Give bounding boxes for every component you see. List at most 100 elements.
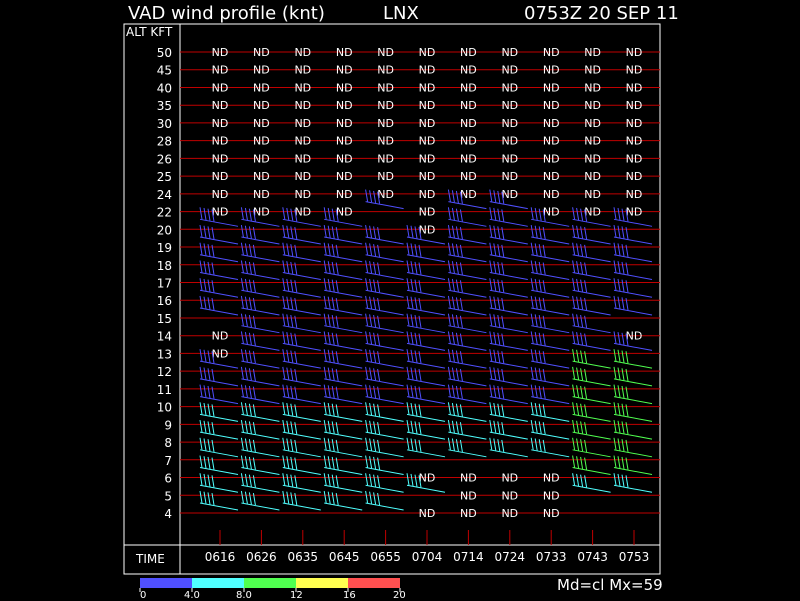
wind-barb-0616-20 xyxy=(199,207,239,227)
wind-barb-0626-18 xyxy=(240,242,280,263)
wind-barb-0645-17 xyxy=(323,260,363,280)
wind-barb-0655-8 xyxy=(365,419,404,440)
altitude-label-26: 26 xyxy=(157,152,172,166)
wind-barb-0645-18 xyxy=(323,242,363,263)
wind-barb-0704-10 xyxy=(406,384,446,405)
nd-0724-45: ND xyxy=(501,64,518,77)
nd-0635-35: ND xyxy=(294,99,311,112)
nd-0724-26: ND xyxy=(501,152,518,165)
nd-0733-25: ND xyxy=(543,170,560,183)
wind-barb-0743-6 xyxy=(572,455,611,476)
wind-barb-0704-16 xyxy=(406,278,446,298)
nd-0626-25: ND xyxy=(253,170,270,183)
nd-0753-22: ND xyxy=(626,206,643,219)
nd-0704-6: ND xyxy=(419,472,436,485)
nd-0714-25: ND xyxy=(460,170,477,183)
nd-0626-45: ND xyxy=(253,64,270,77)
nd-0704-45: ND xyxy=(419,64,436,77)
speed-color-scale xyxy=(139,578,401,592)
nd-0733-6: ND xyxy=(543,472,560,485)
wind-barb-0635-8 xyxy=(282,419,321,440)
wind-barb-0753-8 xyxy=(613,419,653,440)
wind-barb-0616-19 xyxy=(199,224,239,245)
nd-0635-28: ND xyxy=(294,135,311,148)
wind-barb-0753-18 xyxy=(613,242,653,263)
wind-barb-0704-11 xyxy=(406,366,446,387)
wind-barb-0626-17 xyxy=(240,260,280,280)
nd-0733-30: ND xyxy=(543,117,560,130)
nd-0704-25: ND xyxy=(419,170,436,183)
time-label-0626: 0626 xyxy=(246,550,277,564)
nd-0635-50: ND xyxy=(294,46,311,59)
wind-barb-0616-6 xyxy=(199,455,239,476)
wind-barb-0626-15 xyxy=(240,295,280,316)
wind-barb-0645-15 xyxy=(323,295,363,316)
wind-barb-0724-12 xyxy=(489,349,528,369)
nd-0743-40: ND xyxy=(584,81,601,94)
wind-barb-0655-11 xyxy=(365,366,404,387)
nd-0724-24: ND xyxy=(501,188,518,201)
wind-barb-0645-12 xyxy=(323,349,363,369)
wind-barb-0704-14 xyxy=(406,313,446,334)
nd-0733-26: ND xyxy=(543,152,560,165)
altitude-label-35: 35 xyxy=(157,99,172,113)
wind-barb-0743-17 xyxy=(572,260,611,280)
nd-0753-30: ND xyxy=(626,117,643,130)
nd-0704-40: ND xyxy=(419,81,436,94)
nd-0616-22: ND xyxy=(212,206,229,219)
wind-barb-0743-13 xyxy=(572,331,611,351)
wind-barb-0743-11 xyxy=(572,366,611,387)
nd-0724-6: ND xyxy=(501,472,518,485)
wind-barb-0635-19 xyxy=(282,224,321,245)
nd-0645-30: ND xyxy=(336,117,353,130)
scale-band-0 xyxy=(140,578,192,588)
wind-barb-0704-12 xyxy=(406,349,446,369)
wind-barb-0714-8 xyxy=(447,419,487,440)
nd-0655-26: ND xyxy=(377,152,394,165)
wind-barb-0714-11 xyxy=(447,366,487,387)
altitude-axis-label: ALT KFT xyxy=(126,25,173,39)
altitude-label-11: 11 xyxy=(157,383,172,397)
wind-barb-0714-13 xyxy=(447,331,487,351)
wind-barb-0743-14 xyxy=(572,313,611,334)
wind-barb-0733-20 xyxy=(530,207,570,227)
wind-barb-0645-7 xyxy=(323,437,363,458)
wind-barb-0635-16 xyxy=(282,278,321,298)
scale-label-1: 4.0 xyxy=(184,590,200,601)
nd-0645-40: ND xyxy=(336,81,353,94)
wind-barb-0626-19 xyxy=(240,224,280,245)
altitude-label-4: 4 xyxy=(164,507,172,521)
wind-barb-0616-18 xyxy=(199,242,239,263)
nd-0724-50: ND xyxy=(501,46,518,59)
nd-0616-26: ND xyxy=(212,152,229,165)
altitude-label-6: 6 xyxy=(164,472,172,486)
wind-barb-0626-5 xyxy=(240,473,280,493)
wind-barb-0724-7 xyxy=(489,437,528,458)
nd-0733-22: ND xyxy=(543,206,560,219)
scale-label-5: 20 xyxy=(393,590,406,601)
nd-0714-40: ND xyxy=(460,81,477,94)
wind-barb-0743-16 xyxy=(572,278,611,298)
wind-barb-0704-13 xyxy=(406,331,446,351)
wind-barb-0645-8 xyxy=(323,419,363,440)
nd-0645-24: ND xyxy=(336,188,353,201)
wind-barb-0724-9 xyxy=(489,402,528,422)
altitude-label-15: 15 xyxy=(157,312,172,326)
wind-barb-0635-12 xyxy=(282,349,321,369)
wind-barb-0714-16 xyxy=(447,278,487,298)
nd-0616-40: ND xyxy=(212,81,229,94)
wind-barb-0753-5 xyxy=(613,473,653,493)
wind-barb-0645-6 xyxy=(323,455,363,476)
wind-barb-0645-11 xyxy=(323,366,363,387)
nd-0655-24: ND xyxy=(377,188,394,201)
wind-barb-0733-18 xyxy=(530,242,570,263)
scale-band-3 xyxy=(296,578,348,588)
nd-0753-40: ND xyxy=(626,81,643,94)
nd-0743-22: ND xyxy=(584,206,601,219)
wind-barb-0733-19 xyxy=(530,224,570,245)
nd-0714-5: ND xyxy=(460,489,477,502)
altitude-label-19: 19 xyxy=(157,241,172,255)
wind-barb-0635-18 xyxy=(282,242,321,263)
scale-band-4 xyxy=(348,578,400,588)
wind-barb-0655-18 xyxy=(365,242,404,263)
